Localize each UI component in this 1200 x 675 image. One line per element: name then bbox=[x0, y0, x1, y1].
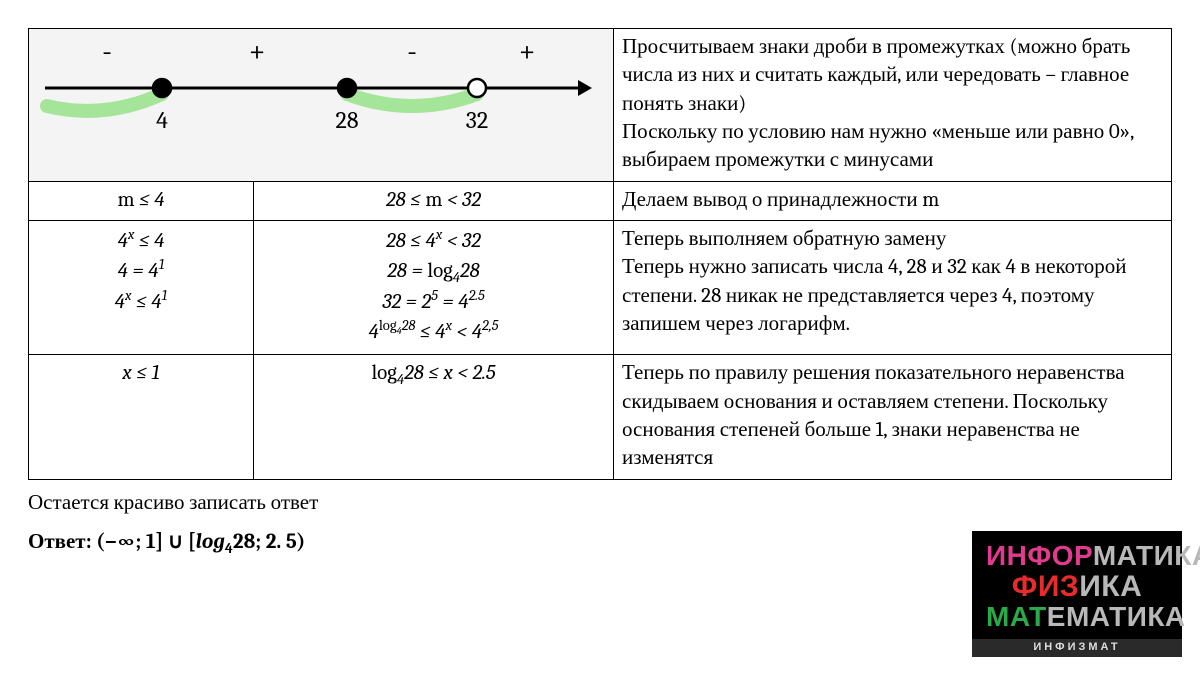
row1-col1: m ≤ 4 bbox=[29, 181, 254, 220]
row3-description: Теперь по правилу решения показательного… bbox=[614, 355, 1172, 479]
row1-col2: 28 ≤ m < 32 bbox=[254, 181, 614, 220]
logo-footer: ИНФИЗМАТ bbox=[972, 639, 1182, 657]
row0-description: Просчитываем знаки дроби в промежутках (… bbox=[614, 29, 1172, 182]
after-table-text: Остается красиво записать ответ bbox=[28, 490, 1172, 515]
svg-text:+: + bbox=[519, 34, 536, 69]
row2-col1: 4x ≤ 44 = 414x ≤ 41 bbox=[29, 221, 254, 355]
number-line: 4 28 32 - + - + bbox=[37, 33, 605, 175]
svg-text:28: 28 bbox=[336, 106, 359, 134]
answer-expression: (−∞; 1] ∪ [log428; 2. 5) bbox=[96, 530, 305, 554]
solution-table: 4 28 32 - + - + Просчитываем знаки дроби в про… bbox=[28, 28, 1172, 480]
number-line-svg: 4 28 32 - + - + bbox=[37, 33, 607, 141]
svg-text:-: - bbox=[407, 34, 417, 69]
answer-label: Ответ: bbox=[28, 530, 92, 554]
row1-description: Делаем вывод о принадлежности m bbox=[614, 181, 1172, 220]
row3-col2: log428 ≤ x < 2.5 bbox=[254, 355, 614, 479]
svg-text:-: - bbox=[102, 34, 112, 69]
row3-col1: x ≤ 1 bbox=[29, 355, 254, 479]
svg-text:+: + bbox=[249, 34, 266, 69]
logo-line-2: ФИЗИКА bbox=[986, 571, 1168, 603]
brand-logo: ИНФОРМАТИКА ФИЗИКА МАТЕМАТИКА ИНФИЗМАТ bbox=[972, 531, 1182, 657]
svg-text:32: 32 bbox=[466, 106, 488, 134]
logo-line-3: МАТЕМАТИКА bbox=[986, 602, 1168, 631]
number-line-cell: 4 28 32 - + - + bbox=[29, 29, 614, 182]
svg-text:4: 4 bbox=[156, 106, 168, 134]
logo-line-1: ИНФОРМАТИКА bbox=[986, 541, 1168, 570]
row2-col2: 28 ≤ 4x < 3228 = log42832 = 25 = 42.54lo… bbox=[254, 221, 614, 355]
row2-description: Теперь выполняем обратную замену Теперь … bbox=[614, 221, 1172, 355]
